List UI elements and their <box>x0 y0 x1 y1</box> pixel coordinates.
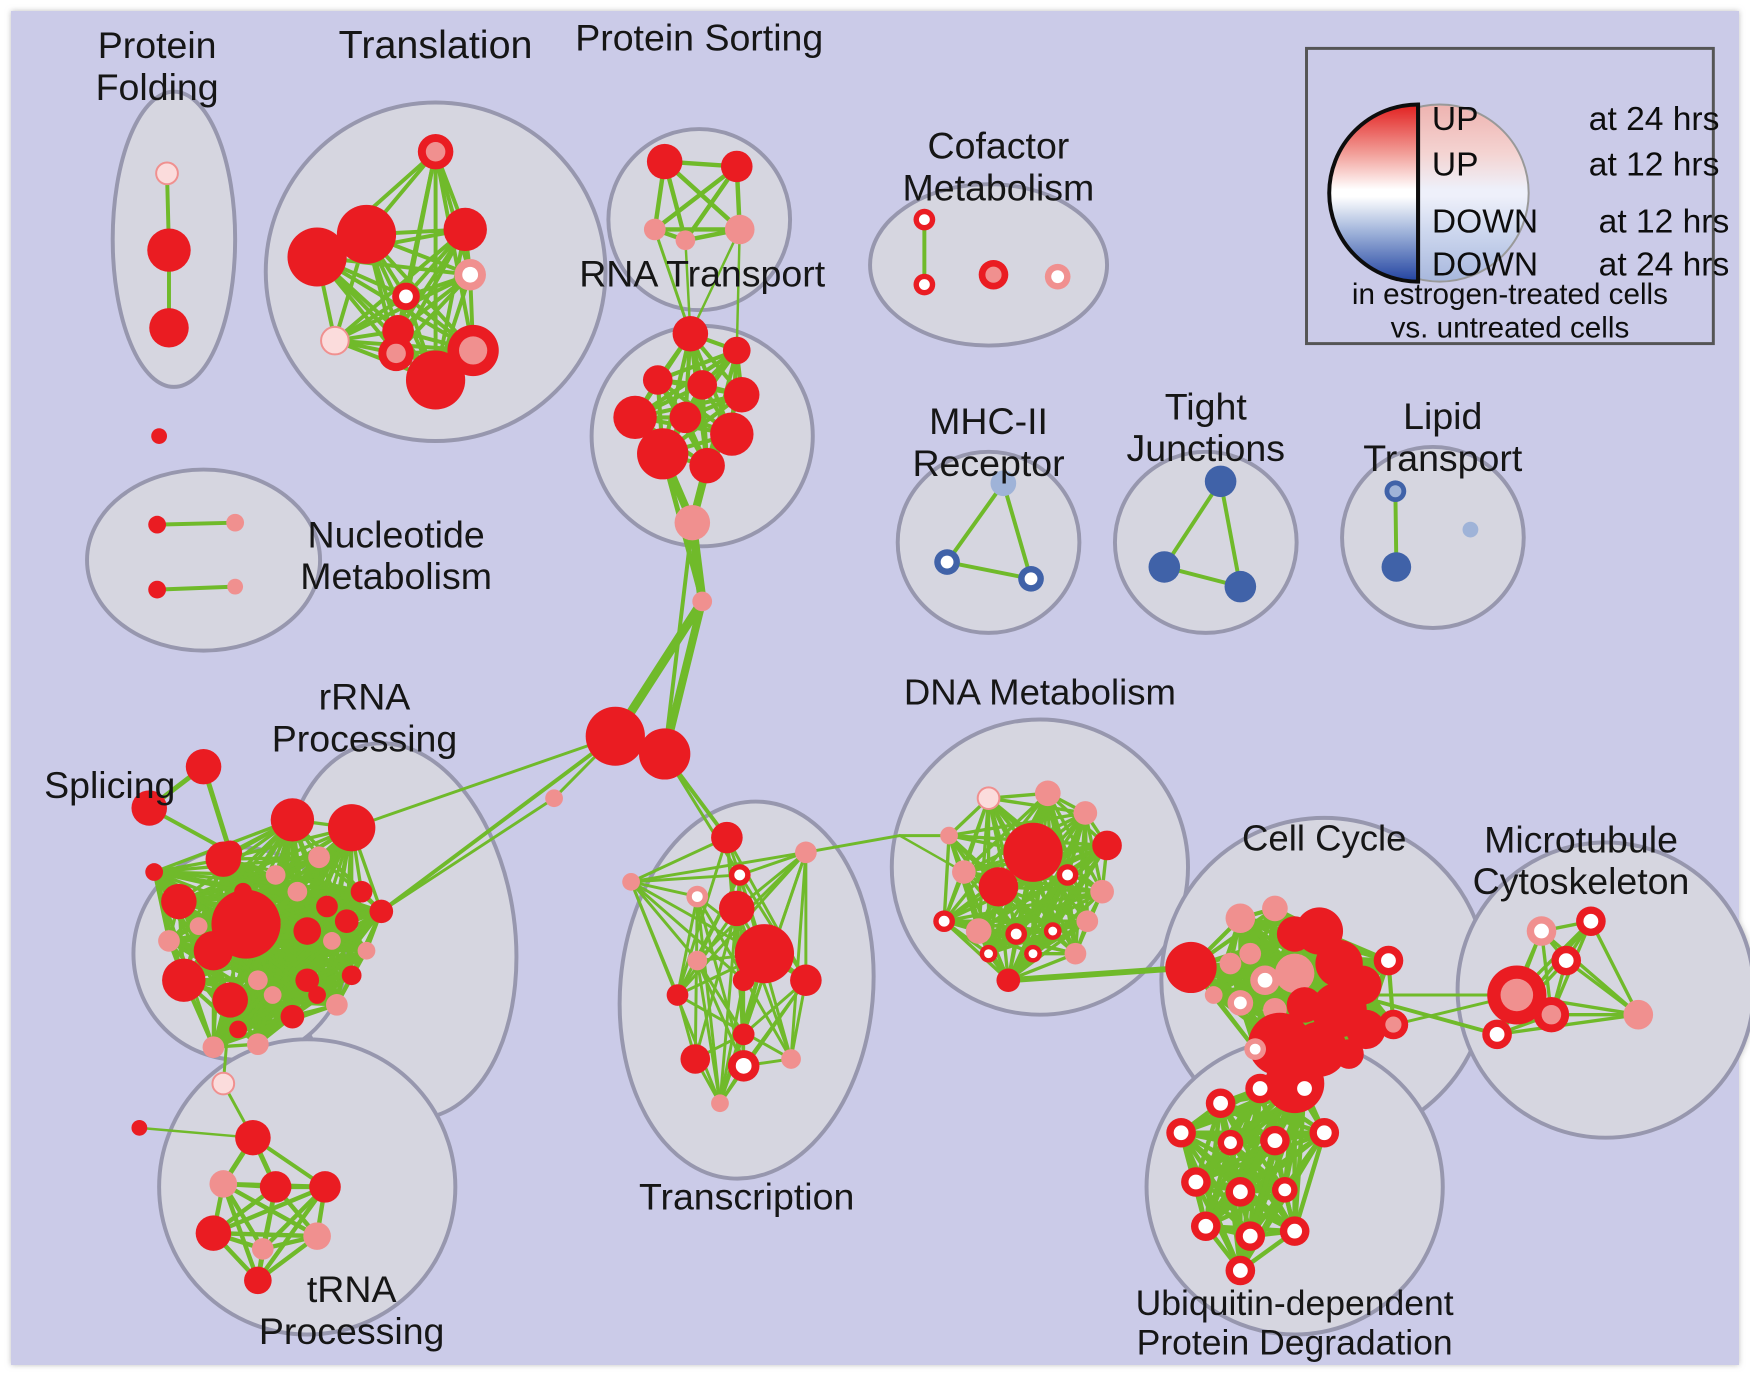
svg-text:Transcription: Transcription <box>639 1176 854 1218</box>
svg-text:Splicing: Splicing <box>44 764 175 806</box>
svg-text:at 12 hrs: at 12 hrs <box>1589 146 1720 183</box>
svg-text:RNA Transport: RNA Transport <box>579 253 826 295</box>
svg-text:at 12 hrs: at 12 hrs <box>1599 203 1730 240</box>
svg-text:at 24 hrs: at 24 hrs <box>1589 101 1720 138</box>
svg-text:Cell Cycle: Cell Cycle <box>1242 817 1406 858</box>
svg-text:UP: UP <box>1432 146 1479 183</box>
svg-text:DNA Metabolism: DNA Metabolism <box>904 672 1176 713</box>
svg-text:Protein Sorting: Protein Sorting <box>575 16 823 58</box>
svg-text:UP: UP <box>1432 101 1479 138</box>
svg-text:DOWN: DOWN <box>1432 203 1538 240</box>
svg-text:in estrogen-treated cells: in estrogen-treated cells <box>1352 278 1668 311</box>
svg-text:Translation: Translation <box>339 23 533 67</box>
svg-text:vs. untreated cells: vs. untreated cells <box>1391 312 1630 345</box>
